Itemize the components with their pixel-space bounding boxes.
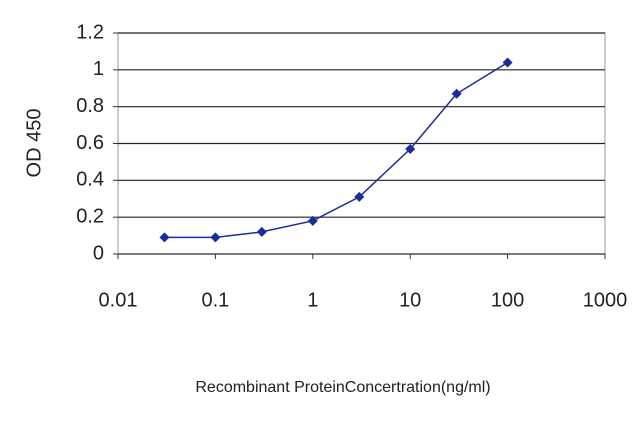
y-tick-label: 0.2 xyxy=(76,205,104,227)
data-point xyxy=(159,232,170,243)
data-point xyxy=(256,226,267,237)
x-axis-label: Recombinant ProteinConcertration(ng/ml) xyxy=(195,379,490,396)
y-tick-label: 1 xyxy=(93,58,104,80)
x-tick-label: 100 xyxy=(491,289,524,311)
data-point xyxy=(502,57,513,68)
y-tick-label: 0.6 xyxy=(76,132,104,154)
data-point xyxy=(405,144,416,155)
data-point xyxy=(210,232,221,243)
y-tick-label: 0 xyxy=(93,242,104,264)
y-tick-label: 0.8 xyxy=(76,95,104,117)
x-tick-label: 1000 xyxy=(583,289,628,311)
x-tick-label: 0.1 xyxy=(201,289,229,311)
data-point xyxy=(354,191,365,202)
data-point xyxy=(307,215,318,226)
x-tick-label: 10 xyxy=(399,289,421,311)
y-axis-label: OD 450 xyxy=(23,109,45,178)
data-line xyxy=(164,61,508,239)
y-tick-label: 0.4 xyxy=(76,169,104,191)
x-tick-label: 1 xyxy=(307,289,318,311)
y-tick-label: 1.2 xyxy=(76,21,104,43)
x-tick-label: 0.01 xyxy=(99,289,138,311)
data-point xyxy=(451,88,462,99)
